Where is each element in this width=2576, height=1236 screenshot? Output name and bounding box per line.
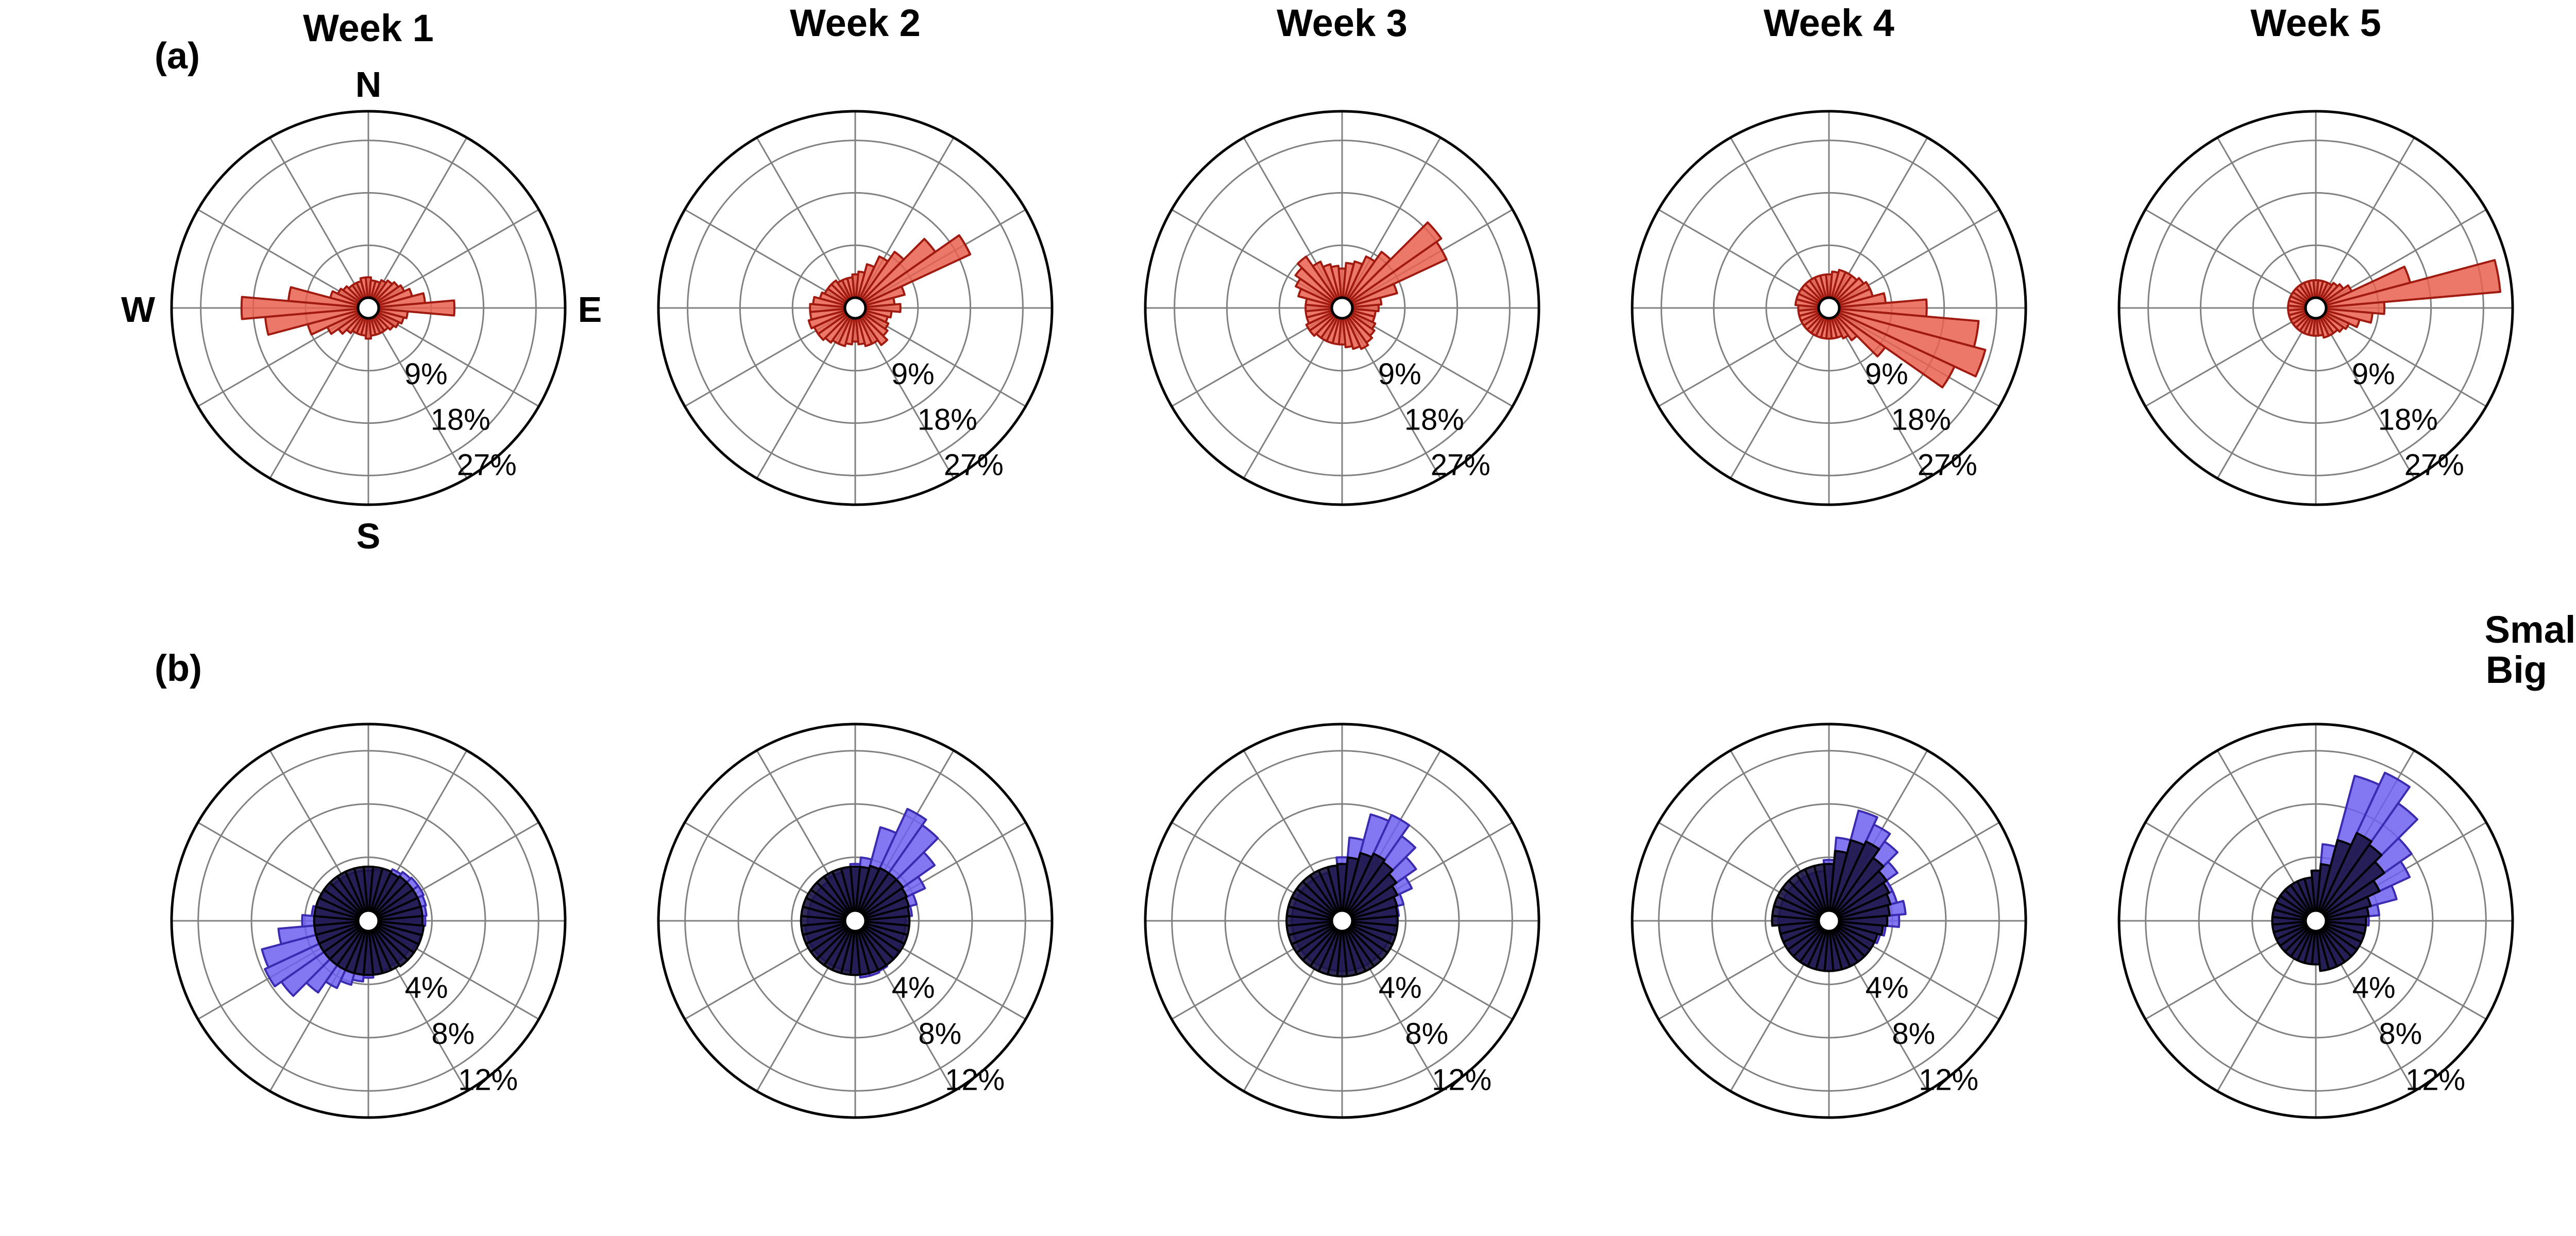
center-hole xyxy=(2304,296,2328,320)
outer-frame xyxy=(1631,110,2027,506)
rose-b-week-5: 4% 8% 12% xyxy=(2117,723,2514,1119)
ring-label-1: 9% xyxy=(1865,357,1908,391)
compass-west-label: W xyxy=(121,289,155,330)
rose-b-week-2: 4% 8% 12% xyxy=(657,723,1054,1119)
ring-label-3: 27% xyxy=(944,449,1004,482)
bar-frequency-80deg xyxy=(2325,259,2501,308)
panel-label-b: (b) xyxy=(155,648,202,689)
ring-label-1: 4% xyxy=(1866,971,1909,1005)
spoke-210 xyxy=(269,307,369,479)
outer-frame xyxy=(2117,723,2514,1119)
legend-small-label: Small xyxy=(2485,608,2576,651)
center-hole xyxy=(1817,909,1841,933)
rose-a-week-2: 9% 18% 27% xyxy=(657,110,1054,506)
center-hole xyxy=(357,909,380,933)
spoke-30 xyxy=(367,137,468,308)
spoke-30 xyxy=(2315,137,2415,308)
ring-label-3: 12% xyxy=(945,1063,1005,1097)
rose-a-week-4: 9% 18% 27% xyxy=(1631,110,2027,506)
rose-a-week-3: 9% 18% 27% xyxy=(1144,110,1540,506)
outer-frame xyxy=(170,723,567,1119)
ring-label-2: 8% xyxy=(1405,1017,1448,1051)
week-title-1: Week 1 xyxy=(303,7,434,49)
ring-label-3: 27% xyxy=(457,449,517,482)
ring-label-2: 18% xyxy=(2378,403,2438,436)
rose-a-week-5: 9% 18% 27% xyxy=(2117,110,2514,506)
center-hole xyxy=(843,909,867,933)
ring-label-2: 8% xyxy=(918,1017,961,1051)
ring-label-2: 8% xyxy=(431,1017,474,1051)
ring-label-3: 12% xyxy=(1919,1063,1978,1097)
legend-big-label: Big xyxy=(2486,648,2547,691)
ring-label-3: 12% xyxy=(2405,1063,2465,1097)
ring-label-2: 18% xyxy=(1891,403,1951,436)
ring-label-1: 4% xyxy=(405,971,448,1005)
rose-a-week-1: 9% 18% 27% xyxy=(170,110,567,506)
spoke-150 xyxy=(367,307,468,479)
spoke-330 xyxy=(2216,137,2317,308)
center-hole xyxy=(1817,296,1841,320)
outer-frame xyxy=(2117,110,2514,506)
ring-label-1: 4% xyxy=(2352,971,2396,1005)
ring-label-2: 18% xyxy=(1404,403,1464,436)
ring-label-1: 4% xyxy=(1379,971,1422,1005)
week-title-4: Week 4 xyxy=(1764,2,1894,44)
ring-label-3: 27% xyxy=(2404,449,2464,482)
week-title-3: Week 3 xyxy=(1277,2,1408,44)
compass-east-label: E xyxy=(578,289,602,330)
spoke-210 xyxy=(2216,307,2317,479)
spoke-210 xyxy=(1730,307,1830,479)
compass-north-label: N xyxy=(355,64,382,105)
week-title-2: Week 2 xyxy=(790,2,921,44)
ring-label-3: 12% xyxy=(1432,1063,1492,1097)
ring-label-3: 27% xyxy=(1431,449,1490,482)
ring-label-2: 18% xyxy=(918,403,977,436)
ring-label-3: 27% xyxy=(1918,449,1977,482)
center-hole xyxy=(1330,296,1354,320)
ring-label-1: 9% xyxy=(2352,357,2395,391)
compass-south-label: S xyxy=(357,516,381,556)
ring-label-1: 9% xyxy=(1378,357,1421,391)
week-title-5: Week 5 xyxy=(2250,2,2381,44)
outer-frame xyxy=(657,723,1054,1119)
center-hole xyxy=(2304,909,2328,933)
ring-label-1: 4% xyxy=(892,971,935,1005)
panel-label-a: (a) xyxy=(155,36,200,77)
spoke-240 xyxy=(1658,307,1829,407)
rose-b-week-1: 4% 8% 12% xyxy=(170,723,567,1119)
spoke-330 xyxy=(756,137,856,308)
ring-label-2: 8% xyxy=(1892,1017,1935,1051)
spoke-330 xyxy=(269,137,369,308)
spoke-150 xyxy=(2315,307,2415,479)
center-hole xyxy=(357,296,380,320)
ring-label-1: 9% xyxy=(891,357,935,391)
rose-b-week-4: 4% 8% 12% xyxy=(1631,723,2027,1119)
outer-frame xyxy=(1144,110,1540,506)
outer-frame xyxy=(1631,723,2027,1119)
outer-frame xyxy=(657,110,1054,506)
ring-label-2: 18% xyxy=(431,403,490,436)
spoke-300 xyxy=(2145,209,2316,309)
outer-frame xyxy=(170,110,567,506)
spoke-240 xyxy=(2145,307,2316,407)
rose-b-week-3: 4% 8% 12% xyxy=(1144,723,1540,1119)
ring-label-2: 8% xyxy=(2379,1017,2422,1051)
outer-frame xyxy=(1144,723,1540,1119)
center-hole xyxy=(843,296,867,320)
center-hole xyxy=(1330,909,1354,933)
ring-label-3: 12% xyxy=(458,1063,518,1097)
ring-label-1: 9% xyxy=(404,357,448,391)
